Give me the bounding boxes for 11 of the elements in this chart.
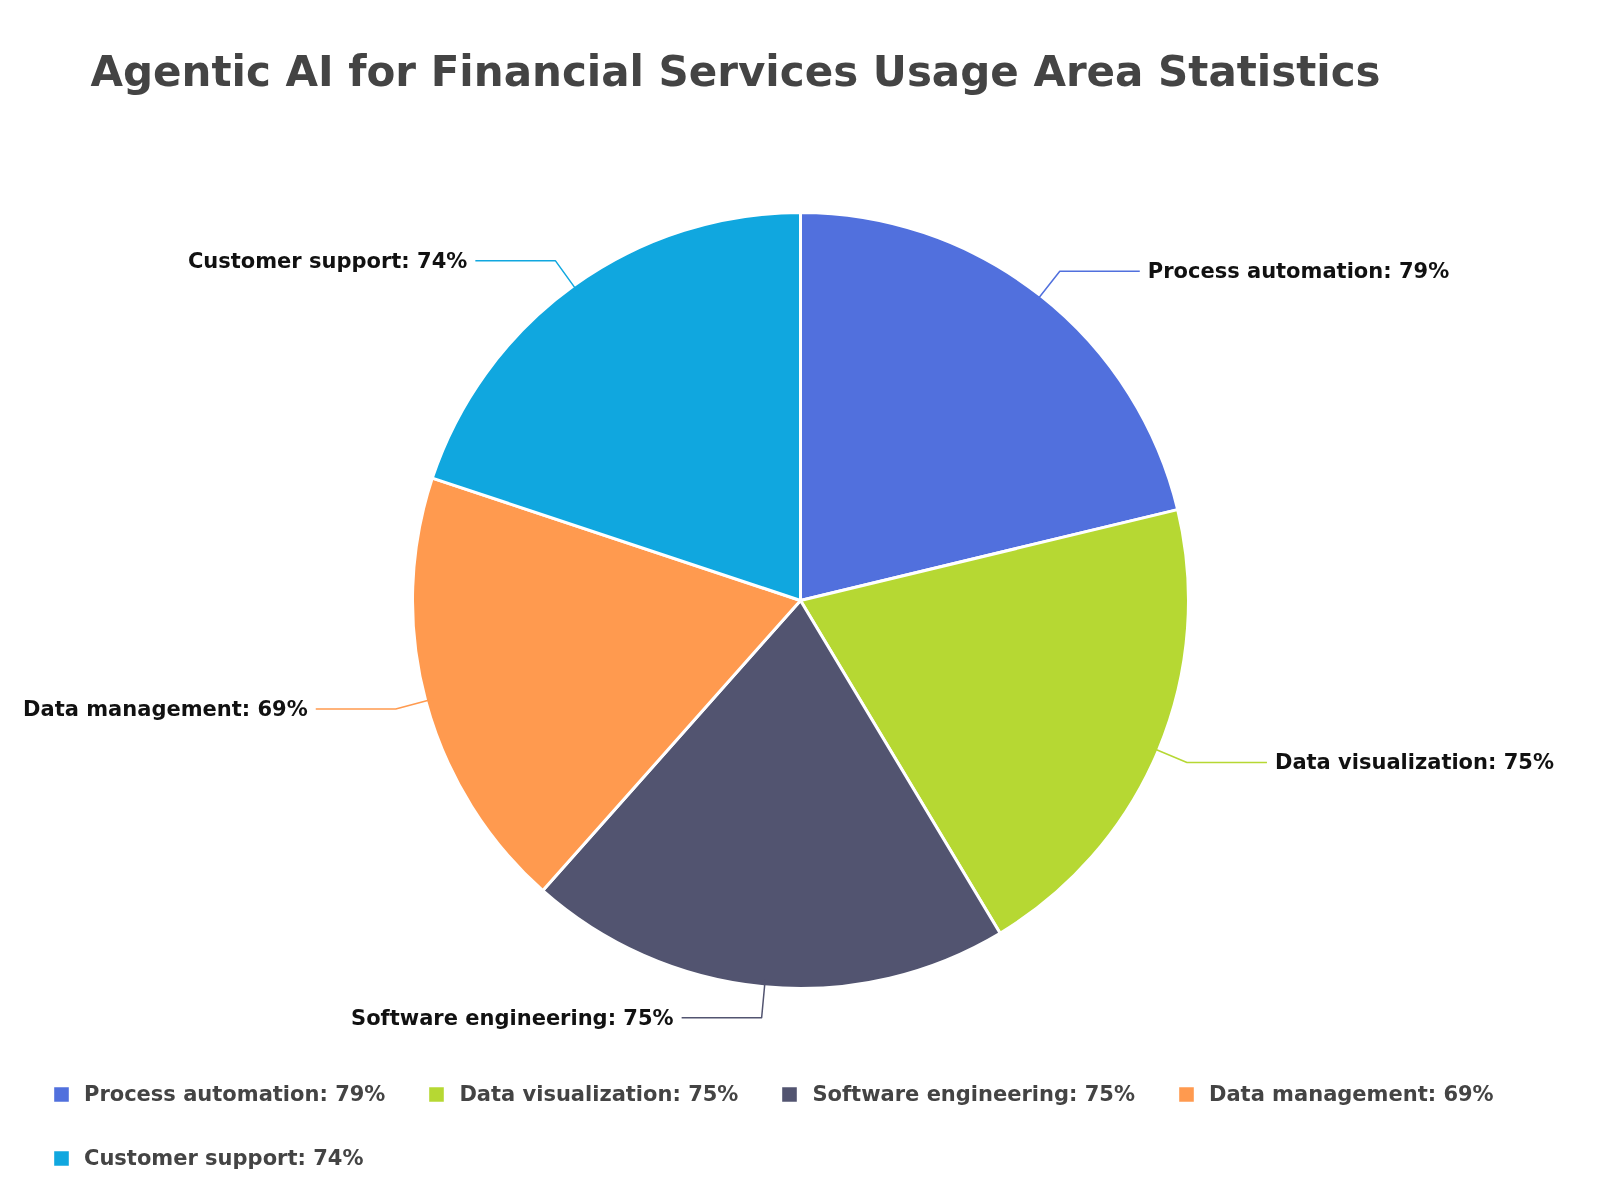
slice-label: Software engineering: 75%	[351, 1005, 674, 1030]
legend-label: Process automation: 79%	[84, 1082, 386, 1106]
slice-label: Data visualization: 75%	[1274, 750, 1554, 775]
legend-label: Data visualization: 75%	[459, 1082, 739, 1106]
legend-label: Customer support: 74%	[84, 1146, 364, 1170]
chart-title: Agentic AI for Financial Services Usage Area Statistics	[90, 46, 1381, 96]
slice-label: Data management: 69%	[23, 696, 308, 721]
legend-label: Software engineering: 75%	[812, 1082, 1135, 1106]
slice-label: Customer support: 74%	[187, 248, 468, 273]
legend-label: Data management: 69%	[1209, 1082, 1494, 1106]
slice-label: Process automation: 79%	[1147, 259, 1450, 284]
